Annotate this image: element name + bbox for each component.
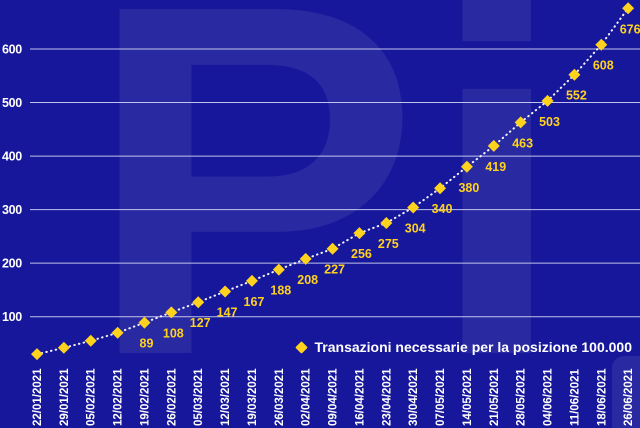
x-axis-date-label: 19/03/2021 [247, 368, 259, 426]
x-axis-date-label: 05/03/2021 [193, 368, 205, 426]
data-point-marker [138, 316, 151, 329]
data-point-value-label: 89 [140, 337, 154, 351]
data-point-value-label: 419 [485, 160, 506, 174]
data-point-marker [84, 334, 97, 347]
data-point-marker [434, 182, 447, 195]
x-axis-date-label: 26/03/2021 [274, 368, 286, 426]
data-point-marker [272, 263, 285, 276]
x-axis-date-label: 09/04/2021 [328, 368, 340, 426]
chart-legend: Transazioni necessarie per la posizione … [294, 339, 633, 355]
data-point-marker [541, 94, 554, 107]
x-axis-date-label: 04/06/2021 [543, 368, 555, 426]
data-point-marker [299, 252, 312, 265]
data-point-value-label: 147 [217, 306, 238, 320]
data-point-value-label: 208 [297, 273, 318, 287]
data-point-marker [407, 201, 420, 214]
x-axis-date-label: 12/03/2021 [220, 368, 232, 426]
y-axis-tick-label: 200 [2, 257, 22, 271]
x-axis-date-label: 02/04/2021 [301, 368, 313, 426]
data-point-marker [595, 38, 608, 51]
data-point-value-label: 256 [351, 247, 372, 261]
data-point-value-label: 108 [163, 326, 184, 340]
data-point-value-label: 340 [432, 202, 453, 216]
y-axis-tick-label: 600 [2, 43, 22, 57]
x-axis-date-label: 18/06/2021 [596, 368, 608, 426]
data-point-value-label: 608 [593, 59, 614, 73]
data-point-marker [326, 242, 339, 255]
data-point-marker [622, 2, 635, 15]
data-point-value-label: 463 [512, 136, 533, 150]
y-axis-tick-label: 400 [2, 150, 22, 164]
x-axis-date-label: 30/04/2021 [408, 368, 420, 426]
legend-label: Transazioni necessarie per la posizione … [314, 339, 633, 355]
y-axis-tick-label: 300 [2, 203, 22, 217]
x-axis-date-label: 23/04/2021 [381, 368, 393, 426]
data-point-marker [380, 217, 393, 230]
x-axis-date-label: 12/02/2021 [113, 368, 125, 426]
data-point-value-label: 275 [378, 237, 399, 251]
x-axis-date-label: 22/01/2021 [32, 368, 44, 426]
x-axis-date-label: 29/01/2021 [59, 368, 71, 426]
trend-dotted-line [36, 7, 630, 356]
y-axis-tick-label: 100 [2, 310, 22, 324]
data-point-value-label: 167 [244, 295, 265, 309]
x-axis-date-label: 28/05/2021 [516, 368, 528, 426]
data-point-value-label: 127 [190, 316, 211, 330]
x-axis-date-label: 14/05/2021 [462, 368, 474, 426]
x-axis-date-label: 16/04/2021 [354, 368, 366, 426]
data-point-marker [487, 139, 500, 152]
data-point-marker [460, 160, 473, 173]
x-axis-date-label: 07/05/2021 [435, 368, 447, 426]
x-axis-date-label: 19/02/2021 [139, 368, 151, 426]
data-point-value-label: 552 [566, 89, 587, 103]
data-point-value-label: 503 [539, 115, 560, 129]
x-axis-date-label: 26/06/2021 [623, 368, 635, 426]
data-point-value-label: 380 [458, 181, 479, 195]
x-axis-date-label: 05/02/2021 [86, 368, 98, 426]
data-point-marker [111, 326, 124, 339]
x-axis-date-label: 21/05/2021 [489, 368, 501, 426]
data-point-marker [568, 68, 581, 81]
diamond-icon [294, 340, 308, 354]
y-axis-tick-label: 500 [2, 96, 22, 110]
data-point-marker [31, 348, 43, 361]
data-point-marker [192, 296, 205, 309]
data-point-marker [219, 285, 232, 298]
data-point-marker [514, 116, 527, 129]
data-point-value-label: 676 [620, 22, 640, 36]
data-point-value-label: 304 [405, 221, 426, 235]
data-point-marker [165, 306, 178, 319]
x-axis-date-label: 26/02/2021 [166, 368, 178, 426]
data-point-value-label: 227 [324, 263, 345, 277]
data-point-value-label: 188 [270, 284, 291, 298]
data-point-marker [353, 227, 366, 240]
data-point-marker [245, 274, 258, 287]
data-point-marker [57, 341, 70, 354]
x-axis-date-label: 11/06/2021 [569, 368, 581, 426]
